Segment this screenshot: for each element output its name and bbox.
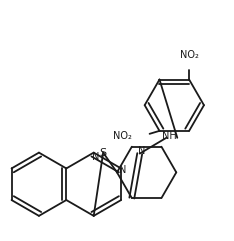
Text: N: N bbox=[138, 146, 145, 156]
Text: N: N bbox=[119, 165, 127, 175]
Text: NO₂: NO₂ bbox=[180, 50, 199, 60]
Text: NH: NH bbox=[162, 131, 177, 141]
Text: N: N bbox=[92, 152, 99, 161]
Text: NO₂: NO₂ bbox=[113, 131, 132, 141]
Text: S: S bbox=[100, 148, 107, 158]
